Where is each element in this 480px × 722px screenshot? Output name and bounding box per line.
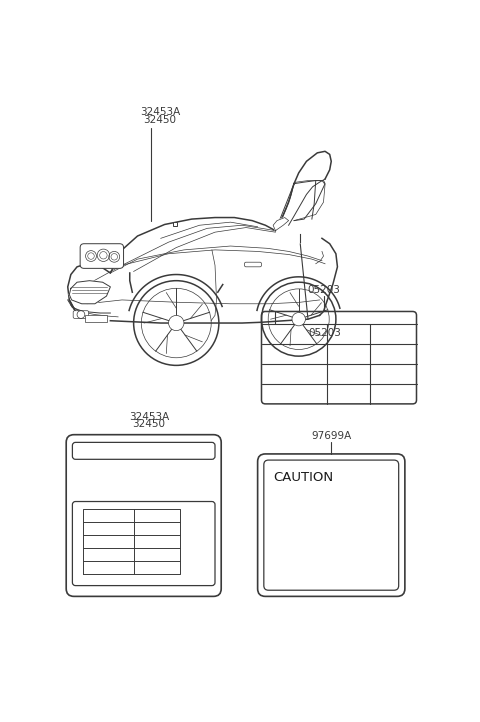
Text: 32453A: 32453A [140, 108, 180, 118]
FancyBboxPatch shape [264, 460, 399, 590]
Circle shape [168, 316, 184, 331]
FancyBboxPatch shape [66, 435, 221, 596]
Bar [173, 222, 177, 226]
FancyBboxPatch shape [244, 262, 262, 267]
Text: 32450: 32450 [132, 419, 166, 430]
Text: 32450: 32450 [143, 115, 176, 125]
Text: CAUTION: CAUTION [273, 471, 333, 484]
FancyBboxPatch shape [85, 315, 107, 322]
FancyBboxPatch shape [73, 310, 89, 318]
FancyBboxPatch shape [80, 244, 123, 269]
FancyBboxPatch shape [72, 443, 215, 459]
Text: 97699A: 97699A [311, 431, 351, 441]
Text: 32453A: 32453A [129, 412, 169, 422]
FancyBboxPatch shape [258, 454, 405, 596]
Circle shape [292, 313, 305, 326]
Text: 05203: 05203 [307, 284, 340, 295]
Polygon shape [69, 281, 110, 304]
FancyBboxPatch shape [262, 311, 417, 404]
Text: 05203: 05203 [308, 329, 341, 339]
FancyBboxPatch shape [72, 502, 215, 586]
Polygon shape [273, 217, 288, 230]
